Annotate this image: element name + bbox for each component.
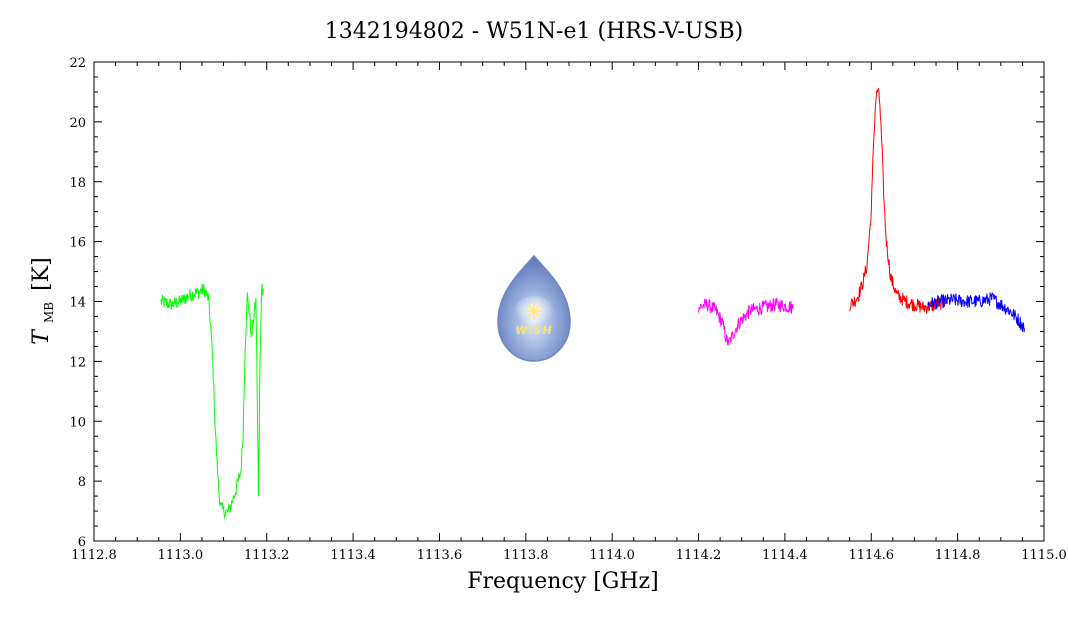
x-tick-label: 1113.6 (417, 548, 463, 563)
x-tick-label: 1113.8 (503, 548, 549, 563)
wish-logo: WISH (498, 256, 570, 361)
x-tick-label: 1113.4 (330, 548, 376, 563)
y-axis-title-unit: [K] (29, 257, 54, 291)
chart-title: 1342194802 - W51N-e1 (HRS-V-USB) (325, 19, 743, 44)
x-tick-label: 1114.8 (935, 548, 981, 563)
y-axis-title-sub: MB (42, 302, 56, 323)
y-tick-labels: 6 8 10 12 14 16 18 20 22 (69, 56, 86, 550)
x-axis-title: Frequency [GHz] (467, 569, 659, 594)
series-line-1 (161, 284, 263, 518)
x-tick-labels: 1112.8 1113.0 1113.2 1113.4 1113.6 1113.8 1114… (71, 548, 1067, 563)
logo-text: WISH (515, 324, 552, 337)
y-tick-label: 20 (69, 116, 86, 131)
y-tick-label: 22 (69, 56, 86, 71)
x-tick-label: 1113.0 (158, 548, 204, 563)
svg-text:T MB [K]: T MB [K] (29, 257, 59, 344)
x-tick-label: 1114.4 (762, 548, 808, 563)
x-tick-label: 1114.0 (589, 548, 635, 563)
y-tick-label: 12 (69, 355, 86, 370)
x-tick-label: 1114.6 (849, 548, 895, 563)
x-tick-label: 1114.2 (676, 548, 722, 563)
y-tick-label: 6 (78, 535, 86, 550)
series-group (161, 88, 1025, 518)
x-tick-label: 1112.8 (71, 548, 117, 563)
series-line-2 (699, 298, 794, 345)
y-axis-title: T MB [K] (29, 257, 59, 344)
y-axis-title-main: T (29, 328, 54, 345)
series-line-3 (850, 88, 947, 313)
x-tick-label: 1113.2 (244, 548, 290, 563)
y-tick-label: 8 (78, 475, 86, 490)
y-tick-label: 18 (69, 176, 86, 191)
y-tick-label: 14 (69, 296, 86, 311)
y-tick-label: 16 (69, 236, 86, 251)
x-tick-label: 1115.0 (1021, 548, 1067, 563)
y-tick-label: 10 (69, 415, 86, 430)
